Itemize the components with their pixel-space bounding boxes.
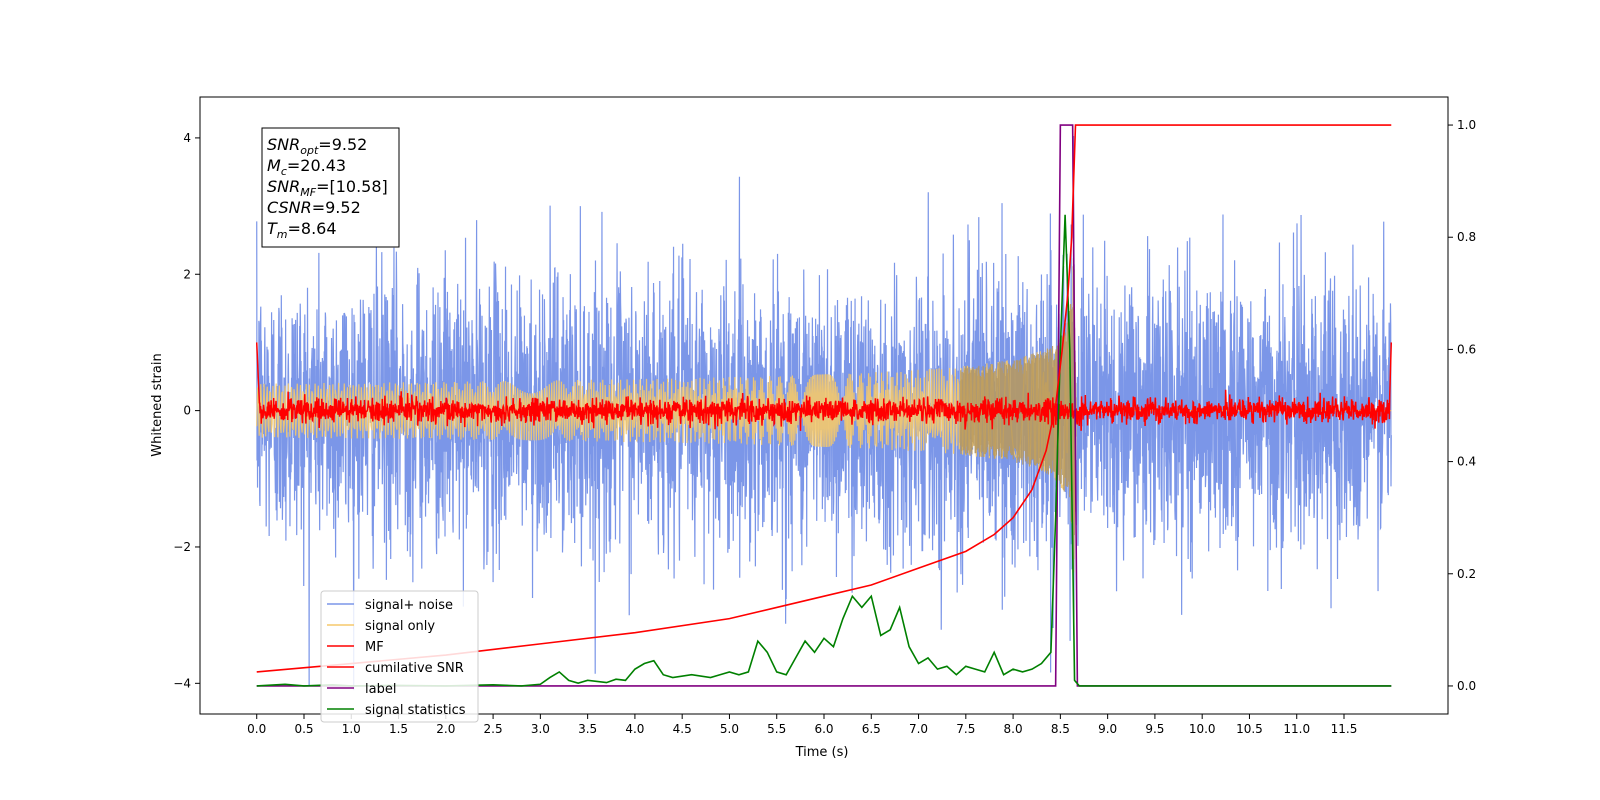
legend-frame — [320, 590, 479, 723]
x-axis-title: Time (s) — [795, 745, 849, 760]
x-tick-label: 10.5 — [1236, 722, 1263, 736]
y-axis-right: 0.0 0.2 0.4 0.6 0.8 1.0 — [1448, 118, 1476, 693]
x-tick-label: 9.0 — [1098, 722, 1117, 736]
y-left-tick-label: 4 — [183, 131, 191, 145]
x-tick-label: 8.0 — [1004, 722, 1023, 736]
y-right-tick-label: 0.2 — [1457, 567, 1476, 581]
x-tick-label: 3.0 — [531, 722, 550, 736]
legend-label-signal-noise: signal+ noise — [365, 598, 453, 613]
annotation-line: SNRMF=[10.58] — [267, 177, 388, 199]
x-tick-label: 5.5 — [767, 722, 786, 736]
x-tick-label: 8.5 — [1051, 722, 1070, 736]
y-left-tick-label: 0 — [183, 404, 191, 418]
y-left-tick-label: −4 — [173, 676, 191, 690]
x-tick-label: 6.0 — [814, 722, 833, 736]
legend-label-signal-only: signal only — [365, 619, 435, 634]
x-tick-label: 11.0 — [1283, 722, 1310, 736]
x-tick-label: 2.5 — [484, 722, 503, 736]
legend-label-label: label — [365, 682, 396, 697]
series-signal-statistics — [256, 214, 1392, 687]
x-tick-label: 0.0 — [247, 722, 266, 736]
x-axis: 0.0 0.5 1.0 1.5 2.0 2.5 3.0 3.5 4.0 4.5 5.0 5.5 6.0 6… — [247, 714, 1357, 736]
series-cumilative-snr — [256, 124, 1392, 673]
series-signal-only-chirp — [959, 258, 1079, 573]
annotation-line: CSNR=9.52 — [267, 198, 361, 217]
x-tick-label: 7.0 — [909, 722, 928, 736]
x-tick-label: 5.0 — [720, 722, 739, 736]
annotation-frame — [261, 127, 400, 248]
snr-annotation-box: SNRopt=9.52Mc=20.43SNRMF=[10.58]CSNR=9.5… — [261, 127, 400, 248]
x-tick-label: 6.5 — [862, 722, 881, 736]
legend-label-cumilative-snr: cumilative SNR — [365, 661, 464, 676]
y-axis-left: −4 −2 0 2 4 — [173, 131, 200, 690]
x-tick-label: 11.5 — [1331, 722, 1358, 736]
x-tick-label: 4.0 — [625, 722, 644, 736]
y-left-tick-label: −2 — [173, 540, 191, 554]
x-tick-label: 7.5 — [956, 722, 975, 736]
x-tick-label: 2.0 — [436, 722, 455, 736]
x-tick-label: 9.5 — [1145, 722, 1164, 736]
x-tick-label: 1.0 — [342, 722, 361, 736]
data-layer — [255, 124, 1393, 691]
annotation-line: SNRopt=9.52 — [267, 135, 367, 157]
legend: signal+ noise signal only MF cumilative SNR… — [320, 590, 479, 723]
x-tick-label: 1.5 — [389, 722, 408, 736]
y-right-tick-label: 0.6 — [1457, 342, 1476, 356]
x-tick-label: 4.5 — [673, 722, 692, 736]
y-axis-title-left: Whitened strain — [150, 353, 165, 456]
y-right-tick-label: 0.8 — [1457, 230, 1476, 244]
legend-label-signal-statistics: signal statistics — [365, 703, 466, 718]
y-left-tick-label: 2 — [183, 267, 191, 281]
y-right-tick-label: 0.0 — [1457, 679, 1476, 693]
x-tick-label: 3.5 — [578, 722, 597, 736]
annotation-line: Mc=20.43 — [267, 156, 346, 178]
series-mf — [255, 342, 1393, 431]
x-tick-label: 0.5 — [294, 722, 313, 736]
x-tick-label: 10.0 — [1189, 722, 1216, 736]
y-right-tick-label: 0.4 — [1457, 455, 1476, 469]
legend-label-mf: MF — [365, 640, 384, 655]
y-right-tick-label: 1.0 — [1457, 118, 1476, 132]
annotation-line: Tm=8.64 — [267, 219, 337, 241]
